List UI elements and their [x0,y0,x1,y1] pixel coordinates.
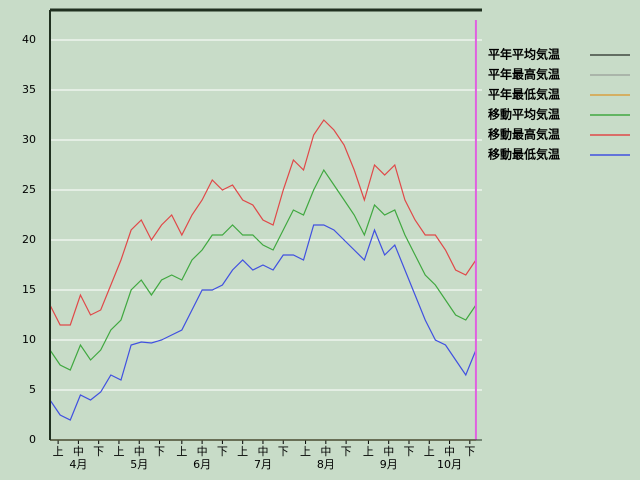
y-tick-label: 15 [22,283,36,296]
month-label: 4月 [69,458,87,471]
y-tick-label: 40 [22,33,36,46]
y-tick-label: 35 [22,83,36,96]
x-tick-label: 中 [197,445,208,458]
legend-label: 移動平均気温 [488,107,560,122]
x-tick-label: 下 [93,445,104,458]
x-tick-label: 中 [134,445,145,458]
x-tick-label: 下 [341,445,352,458]
y-tick-label: 10 [22,333,36,346]
month-label: 7月 [254,458,272,471]
x-tick-label: 下 [464,445,475,458]
y-tick-label: 30 [22,133,36,146]
legend-label: 平年平均気温 [488,47,560,62]
series-line [49,168,477,371]
x-tick-label: 上 [363,445,374,458]
x-tick-label: 上 [300,445,311,458]
legend-label: 平年最高気温 [488,67,560,82]
y-tick-label: 0 [29,433,36,446]
x-tick-label: 下 [403,445,414,458]
x-tick-label: 中 [383,445,394,458]
x-tick-label: 上 [53,445,64,458]
x-tick-label: 中 [444,445,455,458]
y-tick-label: 20 [22,233,36,246]
x-tick-label: 下 [278,445,289,458]
x-tick-label: 上 [424,445,435,458]
x-tick-label: 上 [176,445,187,458]
y-tick-label: 25 [22,183,36,196]
x-tick-label: 中 [320,445,331,458]
x-tick-label: 中 [257,445,268,458]
month-label: 8月 [317,458,335,471]
month-label: 10月 [437,458,462,471]
month-label: 9月 [380,458,398,471]
x-tick-label: 上 [113,445,124,458]
series-line [49,119,477,326]
y-tick-label: 5 [29,383,36,396]
series-line [49,224,477,421]
x-tick-label: 下 [217,445,228,458]
legend-label: 平年最低気温 [488,87,560,102]
x-tick-label: 中 [73,445,84,458]
x-tick-label: 上 [237,445,248,458]
month-label: 6月 [193,458,211,471]
x-tick-label: 下 [154,445,165,458]
month-label: 5月 [130,458,148,471]
legend-label: 移動最低気温 [488,147,560,162]
legend-label: 移動最高気温 [488,127,560,142]
